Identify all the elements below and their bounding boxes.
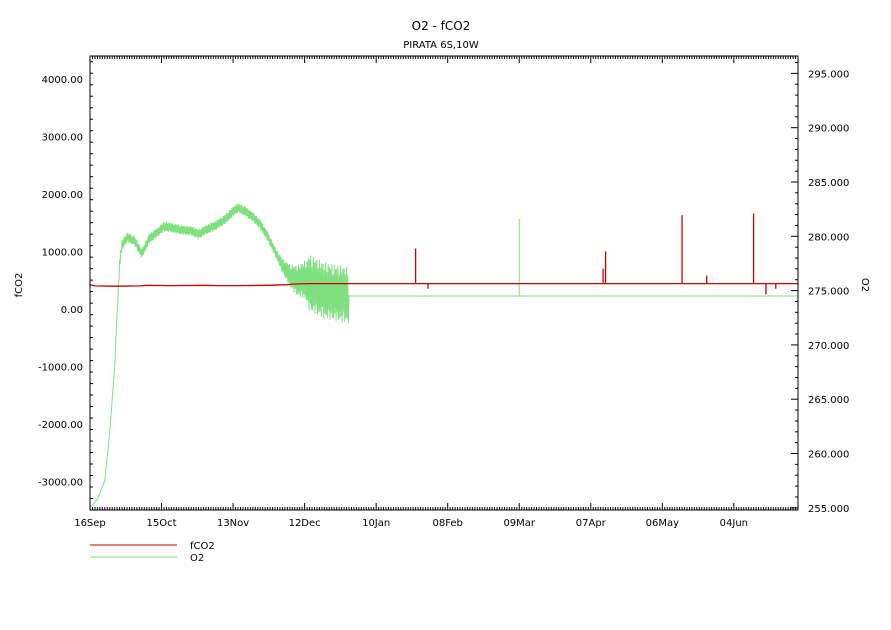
- plot-frame: [89, 55, 799, 511]
- series-line-fco2: [89, 282, 798, 287]
- x-tick-label: 16Sep: [74, 518, 106, 529]
- x-tick-label: 12Dec: [289, 518, 321, 529]
- chart-subtitle: PIRATA 6S,10W: [403, 40, 479, 51]
- chart-title: O2 - fCO2: [412, 19, 471, 33]
- x-tick-label: 09Mar: [503, 518, 535, 529]
- y-right-tick-label: 275.000: [808, 287, 849, 298]
- x-tick-label: 08Feb: [432, 518, 462, 529]
- y-left-tick-label: 4000.00: [42, 75, 83, 86]
- y-axis-right-label: O2: [859, 278, 870, 292]
- y-left-tick-label: 0.00: [61, 305, 83, 316]
- legend-label-fco2: fCO2: [190, 541, 215, 552]
- y-right-tick-label: 270.000: [808, 341, 849, 352]
- y-right-tick-label: 255.000: [808, 504, 849, 515]
- y-left-tick-label: 2000.00: [42, 190, 83, 201]
- x-tick-label: 07Apr: [576, 518, 607, 529]
- legend-label-o2: O2: [190, 553, 204, 564]
- plot-area: [89, 55, 799, 511]
- series-line-o2: [89, 203, 798, 509]
- x-tick-label: 13Nov: [217, 518, 249, 529]
- y-left-tick-label: -2000.00: [38, 420, 83, 431]
- y-right-tick-label: 295.000: [808, 69, 849, 80]
- y-axis-right: 295.000 290.000 285.000 280.000 275.000 270.0…: [791, 62, 849, 515]
- y-right-tick-label: 290.000: [808, 124, 849, 135]
- y-right-tick-label: 265.000: [808, 395, 849, 406]
- y-right-tick-label: 260.000: [808, 450, 849, 461]
- x-tick-label: 06May: [646, 518, 679, 529]
- y-left-tick-label: 3000.00: [42, 132, 83, 143]
- x-tick-label: 04Jun: [720, 518, 748, 529]
- y-left-tick-label: -3000.00: [38, 477, 83, 488]
- y-axis-left: 4000.00 3000.00 2000.00 1000.00 0.00 -1000.00…: [38, 61, 93, 511]
- x-tick-label: 15Oct: [147, 518, 177, 529]
- y-left-tick-label: -1000.00: [38, 362, 83, 373]
- y-left-tick-label: 1000.00: [42, 247, 83, 258]
- series-o2: [89, 203, 798, 509]
- x-axis: 16Sep 15Oct 13Nov 12Dec 10Jan 08Feb 09Mar 07Apr…: [74, 56, 799, 529]
- legend: fCO2 O2: [90, 541, 215, 564]
- y-right-tick-label: 280.000: [808, 232, 849, 243]
- y-axis-left-label: fCO2: [14, 273, 25, 298]
- series-fco2: [89, 213, 798, 295]
- y-right-tick-label: 285.000: [808, 178, 849, 189]
- x-tick-label: 10Jan: [362, 518, 390, 529]
